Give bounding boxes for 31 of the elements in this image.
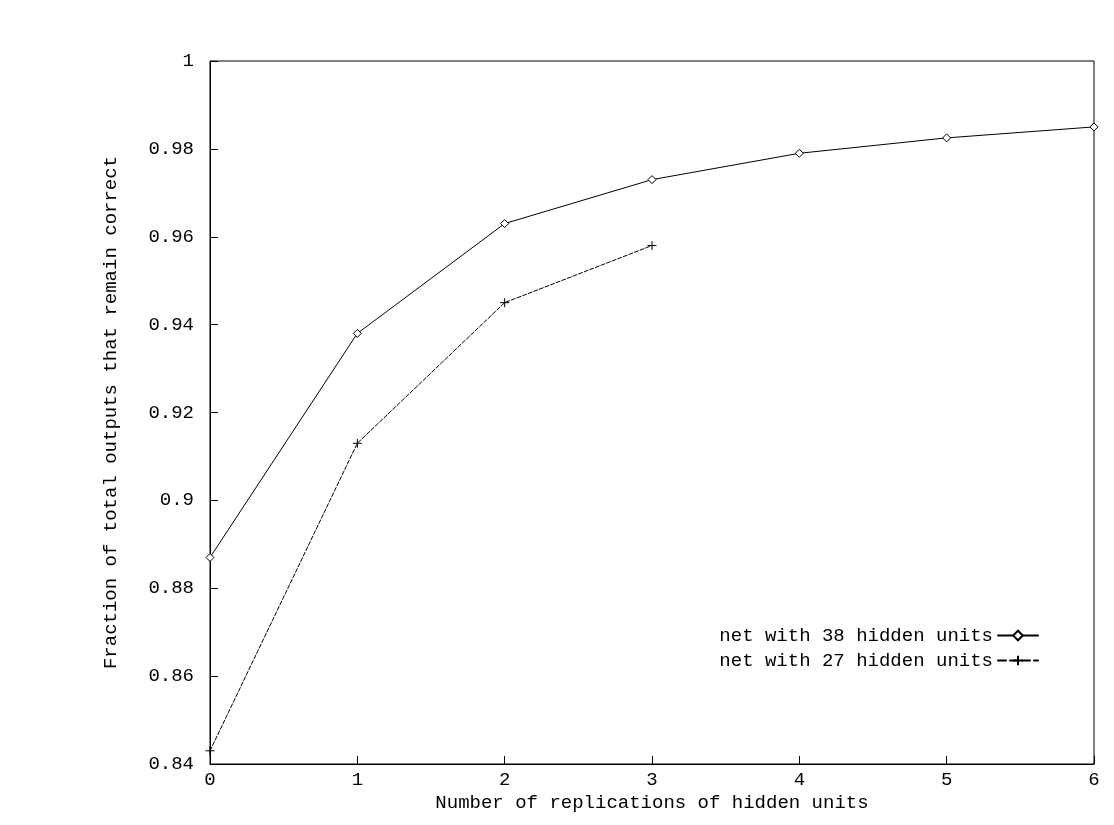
legend-label: net with 38 hidden units (719, 624, 993, 647)
point (1089, 122, 1099, 132)
x-tick-label: 2 (498, 768, 511, 791)
x-tick-label: 5 (940, 768, 953, 791)
y-tick-label: 0.98 (148, 137, 194, 160)
point (647, 175, 657, 185)
x-axis-title: Number of replications of hidden units (435, 792, 869, 815)
y-tick-label: 0.88 (148, 577, 194, 600)
point (500, 219, 510, 229)
y-tick-label: 0.96 (148, 225, 194, 248)
x-tick-label: 6 (1088, 768, 1100, 791)
y-tick-label: 1 (182, 50, 194, 72)
x-tick-label: 4 (793, 768, 806, 791)
point (352, 328, 362, 338)
y-axis-title: Fraction of total outputs that remain correct (99, 155, 122, 670)
point (647, 240, 657, 251)
y-tick-label: 0.92 (148, 401, 194, 424)
y-tick-label: 0.9 (159, 489, 194, 512)
point (352, 438, 363, 449)
legend-label: net with 27 hidden units (719, 649, 993, 672)
point (205, 552, 215, 562)
x-tick-label: 1 (351, 768, 364, 791)
point (205, 745, 215, 756)
x-tick-label: 0 (204, 768, 216, 791)
y-tick-label: 0.94 (148, 313, 194, 336)
x-tick-label: 3 (646, 768, 658, 791)
point (499, 297, 510, 308)
point (942, 133, 952, 143)
y-tick-label: 0.86 (148, 665, 194, 688)
point (794, 148, 804, 158)
y-tick-label: 0.84 (148, 753, 194, 775)
